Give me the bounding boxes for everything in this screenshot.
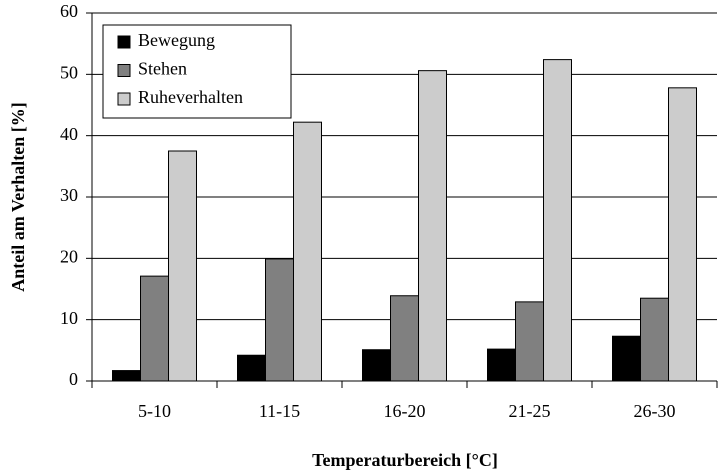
y-tick-label: 20 (60, 246, 78, 266)
bar (543, 59, 572, 382)
y-tick-label: 60 (60, 1, 78, 21)
bar (237, 354, 266, 382)
y-tick-label: 0 (69, 369, 78, 389)
legend-label: Bewegung (138, 30, 215, 50)
x-axis-title: Temperaturbereich [°C] (312, 450, 498, 470)
y-tick-label: 50 (60, 62, 78, 82)
x-tick-label: 21-25 (509, 401, 551, 421)
x-tick-label: 11-15 (259, 401, 300, 421)
bar (265, 258, 294, 382)
legend-label: Stehen (138, 59, 187, 79)
bar (612, 335, 641, 382)
y-axis-title: Anteil am Verhalten [%] (8, 102, 28, 291)
bar (390, 295, 419, 382)
bar (168, 150, 197, 382)
legend-swatch (117, 92, 131, 106)
x-tick-label: 26-30 (634, 401, 676, 421)
legend-swatch (117, 35, 131, 49)
bar (418, 70, 447, 382)
x-tick-label: 5-10 (138, 401, 171, 421)
bar (515, 301, 544, 382)
bar (668, 87, 697, 382)
legend-box (102, 24, 292, 119)
bar (640, 297, 669, 382)
legend-label: Ruheverhalten (138, 87, 243, 107)
bar (362, 349, 391, 382)
bar (140, 275, 169, 382)
y-tick-label: 40 (60, 124, 78, 144)
y-tick-label: 30 (60, 185, 78, 205)
legend-swatch (117, 64, 131, 77)
bar (487, 348, 516, 382)
y-tick-label: 10 (60, 308, 78, 328)
bar (293, 121, 322, 382)
x-tick-label: 16-20 (384, 401, 426, 421)
bar (112, 370, 141, 382)
